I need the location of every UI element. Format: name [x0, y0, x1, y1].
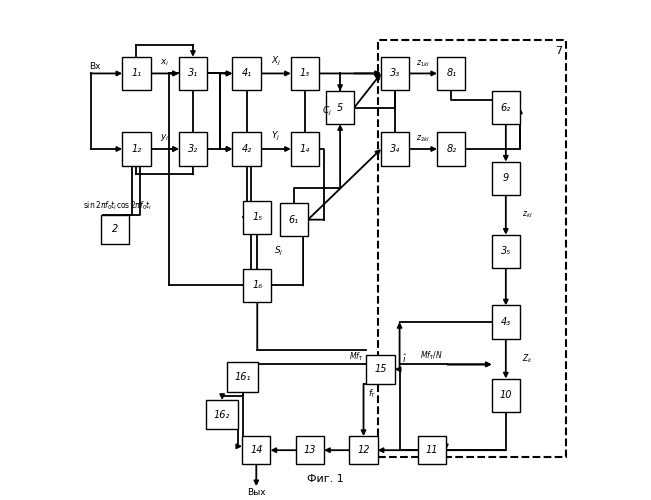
Text: $Mf_{\rm T}$: $Mf_{\rm T}$: [350, 350, 364, 363]
Text: 13: 13: [303, 445, 316, 455]
Text: 16₁: 16₁: [234, 372, 251, 382]
Bar: [350, 436, 378, 464]
Text: 5: 5: [337, 102, 343, 113]
Bar: [206, 400, 238, 429]
Text: 1₆: 1₆: [252, 280, 262, 290]
Bar: [122, 57, 150, 90]
Text: 1₄: 1₄: [300, 144, 310, 154]
Text: $Z_k$: $Z_k$: [522, 352, 533, 365]
Text: 4₃: 4₃: [501, 317, 511, 327]
Text: 8₂: 8₂: [446, 144, 456, 154]
Text: 6₁: 6₁: [289, 214, 299, 224]
Bar: [280, 203, 308, 236]
Text: 8₁: 8₁: [446, 68, 456, 78]
Bar: [437, 57, 465, 90]
Text: 2: 2: [112, 224, 118, 234]
Bar: [367, 354, 395, 384]
Bar: [232, 132, 260, 166]
Text: Фиг. 1: Фиг. 1: [307, 474, 344, 484]
Bar: [243, 269, 271, 302]
Text: 3₅: 3₅: [501, 246, 511, 256]
Text: $\cos 2\pi f_0 t_i$: $\cos 2\pi f_0 t_i$: [117, 200, 153, 212]
Bar: [492, 306, 520, 338]
Text: $z_{1kl}$: $z_{1kl}$: [416, 58, 430, 68]
Text: $X_j$: $X_j$: [271, 54, 281, 68]
Text: $z_{2kl}$: $z_{2kl}$: [416, 134, 430, 144]
Text: 6₂: 6₂: [501, 102, 511, 113]
Text: $Mf_{\rm T}/N$: $Mf_{\rm T}/N$: [420, 350, 443, 362]
Text: 3₂: 3₂: [188, 144, 198, 154]
Bar: [179, 132, 207, 166]
Bar: [242, 436, 270, 464]
Text: 3₄: 3₄: [390, 144, 400, 154]
Text: Вых: Вых: [247, 488, 266, 496]
Text: 4₁: 4₁: [242, 68, 251, 78]
Bar: [122, 132, 150, 166]
Bar: [492, 378, 520, 412]
Bar: [381, 57, 409, 90]
Text: 11: 11: [426, 445, 438, 455]
Text: $\hat{\imath}$: $\hat{\imath}$: [402, 353, 408, 366]
Text: 3₃: 3₃: [390, 68, 400, 78]
Bar: [492, 162, 520, 195]
Bar: [378, 40, 566, 457]
Text: 15: 15: [374, 364, 387, 374]
Text: 1₂: 1₂: [132, 144, 141, 154]
Bar: [296, 436, 324, 464]
Text: 12: 12: [357, 445, 370, 455]
Text: $\sin 2\pi f_0 t_i$: $\sin 2\pi f_0 t_i$: [83, 200, 118, 212]
Bar: [101, 215, 129, 244]
Bar: [437, 132, 465, 166]
Text: 14: 14: [250, 445, 262, 455]
Text: $x_i$: $x_i$: [160, 57, 169, 68]
Bar: [179, 57, 207, 90]
Text: Вх: Вх: [90, 62, 101, 71]
Text: $Y_j$: $Y_j$: [271, 130, 281, 143]
Bar: [291, 57, 319, 90]
Text: 7: 7: [555, 46, 562, 56]
Bar: [492, 235, 520, 268]
Text: 9: 9: [503, 173, 509, 183]
Text: 16₂: 16₂: [214, 410, 230, 420]
Bar: [492, 91, 520, 124]
Bar: [381, 132, 409, 166]
Bar: [417, 436, 446, 464]
Text: $y_i$: $y_i$: [160, 132, 169, 143]
Bar: [291, 132, 319, 166]
Text: $S_j$: $S_j$: [274, 245, 283, 258]
Bar: [227, 362, 258, 392]
Text: 1₃: 1₃: [300, 68, 310, 78]
Bar: [243, 200, 271, 234]
Text: 1₁: 1₁: [132, 68, 141, 78]
Bar: [326, 91, 354, 124]
Text: $z_{kl}$: $z_{kl}$: [522, 210, 533, 220]
Text: 10: 10: [499, 390, 512, 400]
Text: 1₅: 1₅: [252, 212, 262, 222]
Text: 4₂: 4₂: [242, 144, 251, 154]
Text: 3₁: 3₁: [188, 68, 198, 78]
Text: $C_j$: $C_j$: [322, 104, 331, 118]
Text: $f_{\rm T}$: $f_{\rm T}$: [368, 388, 376, 400]
Bar: [232, 57, 260, 90]
